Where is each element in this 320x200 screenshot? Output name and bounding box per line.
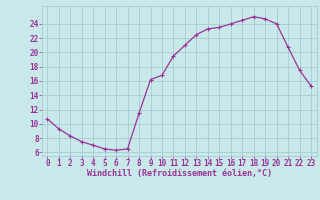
X-axis label: Windchill (Refroidissement éolien,°C): Windchill (Refroidissement éolien,°C) xyxy=(87,169,272,178)
